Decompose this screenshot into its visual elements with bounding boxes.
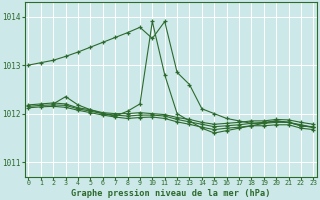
X-axis label: Graphe pression niveau de la mer (hPa): Graphe pression niveau de la mer (hPa) (71, 189, 271, 198)
